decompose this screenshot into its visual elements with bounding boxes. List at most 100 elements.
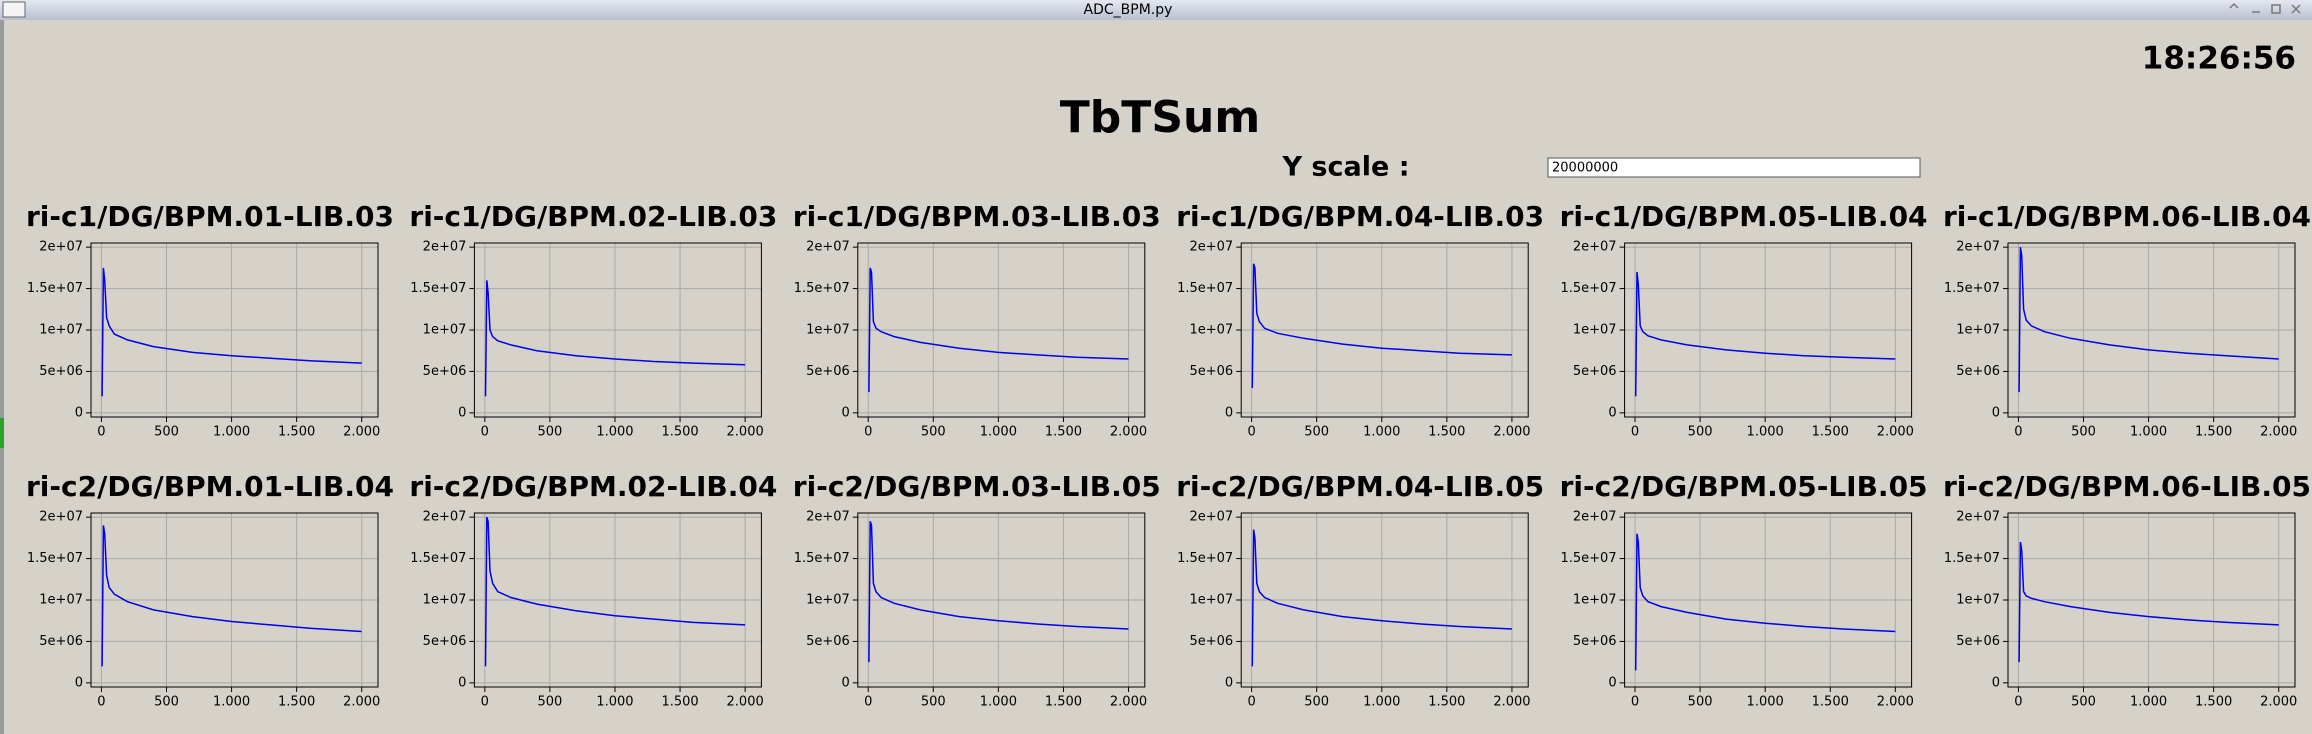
- plot-frame: [90, 512, 379, 688]
- plot-frame: [2007, 512, 2296, 688]
- button-close[interactable]: [2291, 4, 2301, 14]
- x-tick-label: 1.500: [661, 695, 698, 710]
- x-tick-label: 500: [537, 695, 562, 710]
- chart-title: ri-c1/DG/BPM.06-LIB.04: [1943, 200, 2311, 233]
- x-tick-label: 2.000: [1493, 425, 1530, 440]
- page-title: TbTSum: [1060, 92, 1260, 143]
- data-line: [1634, 271, 1896, 397]
- y-tick-label: 2e+07: [1956, 240, 2000, 255]
- plot-frame: [1624, 242, 1913, 418]
- y-tick-label: 0: [1608, 675, 1616, 690]
- y-tick-label: 2e+07: [1573, 510, 1617, 525]
- chart-title: ri-c2/DG/BPM.04-LIB.05: [1176, 470, 1544, 503]
- chart-title: ri-c2/DG/BPM.02-LIB.04: [409, 470, 777, 503]
- x-tick-label: 500: [1688, 695, 1713, 710]
- y-tick-label: 2e+07: [1956, 510, 2000, 525]
- x-tick-label: 0: [1247, 695, 1255, 710]
- title-bar: [0, 0, 2312, 20]
- data-line: [868, 267, 1129, 393]
- y-tick-label: 5e+06: [423, 364, 467, 379]
- x-tick-label: 2.000: [1877, 425, 1914, 440]
- y-tick-label: 1.5e+07: [1944, 281, 2000, 296]
- data-line: [484, 516, 746, 667]
- x-tick-label: 2.000: [2260, 695, 2297, 710]
- y-tick-label: 5e+06: [806, 634, 850, 649]
- left-border: [0, 20, 4, 734]
- x-tick-label: 2.000: [727, 695, 764, 710]
- y-tick-label: 0: [75, 675, 83, 690]
- window-title: ADC_BPM.py: [1084, 2, 1173, 18]
- x-tick-label: 1.500: [661, 425, 698, 440]
- y-tick-label: 0: [1608, 405, 1616, 420]
- y-tick-label: 5e+06: [1956, 364, 2000, 379]
- y-scale-input[interactable]: [1547, 157, 1921, 178]
- x-tick-label: 500: [2071, 425, 2096, 440]
- y-tick-label: 0: [458, 405, 466, 420]
- y-tick-label: 0: [1992, 675, 2000, 690]
- y-tick-label: 0: [75, 405, 83, 420]
- plot-frame: [2007, 242, 2296, 418]
- plot-frame: [857, 242, 1146, 418]
- x-tick-label: 500: [2071, 695, 2096, 710]
- x-tick-label: 1.500: [1428, 425, 1465, 440]
- y-tick-label: 0: [458, 675, 466, 690]
- y-tick-label: 1e+07: [39, 323, 83, 338]
- y-tick-label: 1.5e+07: [410, 281, 466, 296]
- x-tick-label: 1.000: [980, 695, 1017, 710]
- y-tick-label: 1.5e+07: [410, 551, 466, 566]
- data-line: [868, 521, 1129, 663]
- chart-title: ri-c1/DG/BPM.03-LIB.03: [793, 200, 1161, 233]
- x-tick-label: 1.500: [278, 425, 315, 440]
- y-tick-label: 1e+07: [1573, 323, 1617, 338]
- y-tick-label: 5e+06: [806, 364, 850, 379]
- y-tick-label: 1.5e+07: [27, 551, 83, 566]
- x-tick-label: 500: [921, 695, 946, 710]
- button-shade[interactable]: [2229, 2, 2239, 9]
- x-tick-label: 0: [2014, 695, 2022, 710]
- data-line: [2018, 246, 2279, 393]
- data-line: [101, 525, 362, 667]
- x-tick-label: 2.000: [1110, 425, 1147, 440]
- chart-title: ri-c1/DG/BPM.04-LIB.03: [1176, 200, 1544, 233]
- y-tick-label: 1.5e+07: [794, 551, 850, 566]
- window-controls: [2229, 2, 2301, 14]
- x-tick-label: 500: [921, 425, 946, 440]
- x-tick-label: 500: [1688, 425, 1713, 440]
- y-tick-label: 1e+07: [423, 593, 467, 608]
- y-tick-label: 1.5e+07: [794, 281, 850, 296]
- x-tick-label: 0: [97, 695, 105, 710]
- y-tick-label: 5e+06: [1573, 634, 1617, 649]
- y-tick-label: 0: [1225, 675, 1233, 690]
- chart-title: ri-c2/DG/BPM.01-LIB.04: [26, 470, 394, 503]
- y-tick-label: 1e+07: [1956, 593, 2000, 608]
- y-scale-value: 20000000: [1552, 161, 1618, 176]
- window-menu-button[interactable]: [2, 1, 26, 18]
- x-tick-label: 500: [1304, 695, 1329, 710]
- plot-frame: [1240, 512, 1529, 688]
- y-scale-label: Y scale :: [1281, 152, 1409, 183]
- x-tick-label: 0: [97, 425, 105, 440]
- y-tick-label: 1e+07: [39, 593, 83, 608]
- x-tick-label: 0: [2014, 425, 2022, 440]
- y-tick-label: 2e+07: [39, 510, 83, 525]
- x-tick-label: 1.000: [1363, 425, 1400, 440]
- y-tick-label: 5e+06: [1189, 364, 1233, 379]
- y-tick-label: 5e+06: [1189, 634, 1233, 649]
- x-tick-label: 500: [1304, 425, 1329, 440]
- x-tick-label: 1.500: [1045, 425, 1082, 440]
- x-tick-label: 1.000: [1747, 695, 1784, 710]
- y-tick-label: 1e+07: [1573, 593, 1617, 608]
- plot-frame: [90, 242, 379, 418]
- plot-frame: [1624, 512, 1913, 688]
- x-tick-label: 2.000: [2260, 425, 2297, 440]
- y-tick-label: 2e+07: [423, 240, 467, 255]
- x-tick-label: 1.500: [2195, 695, 2232, 710]
- y-tick-label: 1.5e+07: [1944, 551, 2000, 566]
- button-maximize[interactable]: [2271, 4, 2281, 14]
- y-tick-label: 1e+07: [1189, 593, 1233, 608]
- y-tick-label: 5e+06: [1573, 364, 1617, 379]
- x-tick-label: 1.500: [1428, 695, 1465, 710]
- y-tick-label: 2e+07: [39, 240, 83, 255]
- y-tick-label: 2e+07: [1189, 510, 1233, 525]
